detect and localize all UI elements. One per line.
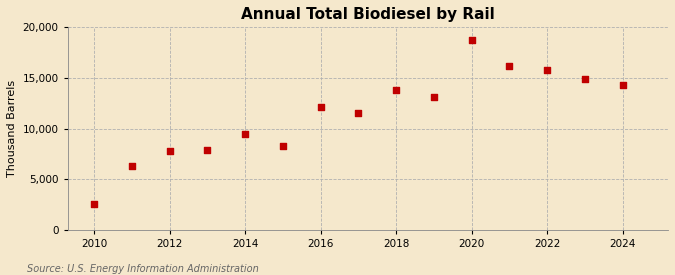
Point	[277, 144, 288, 148]
Point	[164, 148, 175, 153]
Point	[580, 77, 591, 81]
Point	[240, 131, 250, 136]
Title: Annual Total Biodiesel by Rail: Annual Total Biodiesel by Rail	[241, 7, 495, 22]
Point	[202, 148, 213, 152]
Point	[315, 105, 326, 109]
Y-axis label: Thousand Barrels: Thousand Barrels	[7, 80, 17, 177]
Point	[466, 38, 477, 43]
Point	[429, 95, 439, 99]
Point	[353, 111, 364, 116]
Text: Source: U.S. Energy Information Administration: Source: U.S. Energy Information Administ…	[27, 264, 259, 274]
Point	[618, 83, 628, 87]
Point	[88, 202, 99, 207]
Point	[504, 64, 515, 68]
Point	[391, 88, 402, 92]
Point	[126, 164, 137, 168]
Point	[542, 68, 553, 72]
